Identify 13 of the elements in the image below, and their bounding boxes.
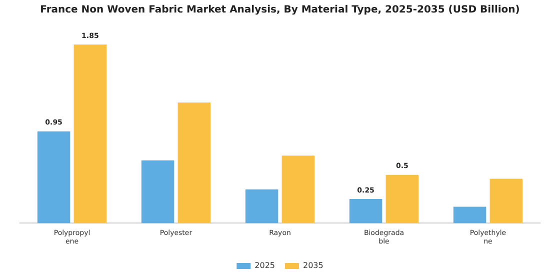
bar bbox=[386, 174, 419, 224]
legend-label: 2035 bbox=[303, 261, 324, 270]
bar bbox=[453, 206, 486, 224]
bar bbox=[141, 160, 174, 224]
legend-label: 2025 bbox=[254, 261, 275, 270]
bar bbox=[178, 102, 211, 224]
bar bbox=[245, 189, 278, 224]
chart-title: France Non Woven Fabric Market Analysis, By Material Type, 2025-2035 (USD Billion) bbox=[40, 4, 520, 16]
bar bbox=[490, 178, 523, 224]
bar bbox=[74, 44, 107, 224]
bar bbox=[349, 199, 382, 224]
bar bbox=[37, 131, 70, 224]
bar bbox=[282, 156, 315, 224]
